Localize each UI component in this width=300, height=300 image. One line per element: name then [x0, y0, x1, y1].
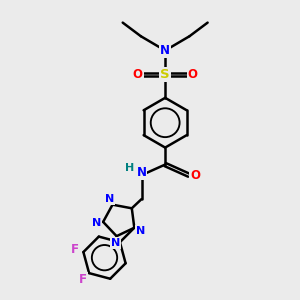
- Text: N: N: [160, 44, 170, 57]
- Text: N: N: [136, 166, 146, 179]
- Text: H: H: [125, 163, 135, 172]
- Text: N: N: [136, 226, 145, 236]
- Text: N: N: [92, 218, 101, 228]
- Text: N: N: [111, 238, 120, 248]
- Text: S: S: [160, 68, 170, 81]
- Text: O: O: [188, 68, 198, 81]
- Text: O: O: [133, 68, 142, 81]
- Text: N: N: [105, 194, 114, 204]
- Text: F: F: [79, 273, 87, 286]
- Text: O: O: [190, 169, 200, 182]
- Text: F: F: [71, 243, 79, 256]
